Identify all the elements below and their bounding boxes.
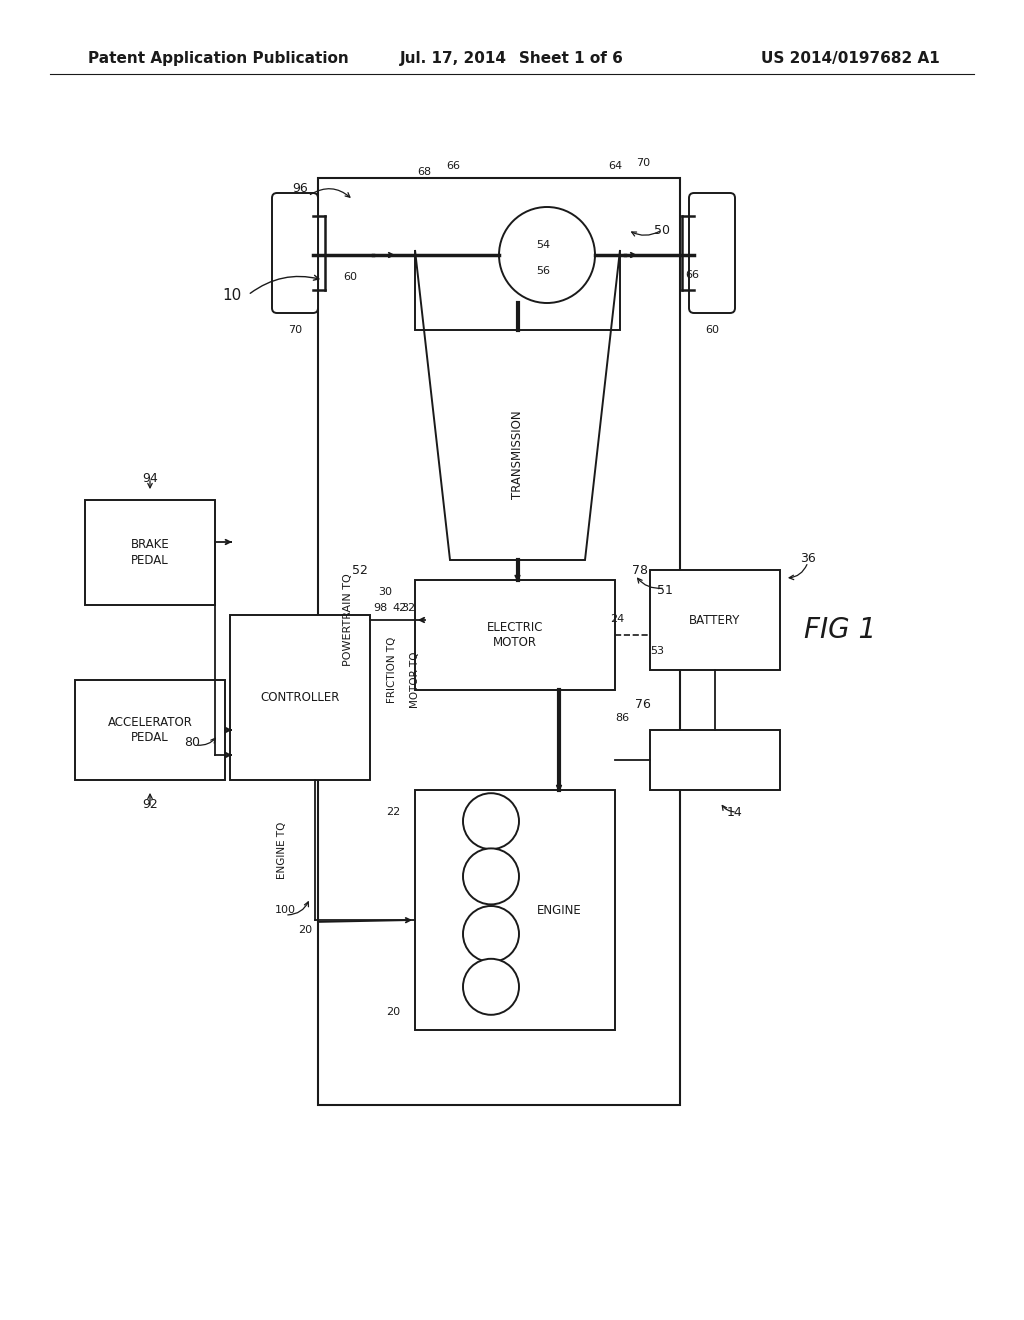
Text: 53: 53 — [650, 645, 665, 656]
Bar — [650, 730, 780, 789]
Text: 56: 56 — [536, 267, 550, 276]
Text: 70: 70 — [636, 158, 650, 168]
Text: 76: 76 — [635, 698, 651, 711]
FancyBboxPatch shape — [272, 193, 318, 313]
Text: 51: 51 — [657, 583, 673, 597]
Bar — [230, 615, 370, 780]
Text: BATTERY: BATTERY — [689, 614, 740, 627]
Text: 54: 54 — [536, 240, 550, 249]
Text: 92: 92 — [142, 799, 158, 812]
Circle shape — [499, 207, 595, 304]
Text: 42: 42 — [393, 603, 408, 612]
Circle shape — [463, 906, 519, 962]
Text: FRICTION TQ: FRICTION TQ — [387, 636, 397, 704]
Text: 98: 98 — [373, 603, 387, 612]
Text: 24: 24 — [610, 614, 625, 624]
Text: Patent Application Publication: Patent Application Publication — [88, 50, 349, 66]
Text: ACCELERATOR
PEDAL: ACCELERATOR PEDAL — [108, 715, 193, 744]
Text: BRAKE
PEDAL: BRAKE PEDAL — [131, 539, 169, 566]
Text: ELECTRIC
MOTOR: ELECTRIC MOTOR — [486, 620, 544, 649]
Text: CONTROLLER: CONTROLLER — [260, 690, 340, 704]
Text: 70: 70 — [288, 325, 302, 335]
Text: FIG 1: FIG 1 — [804, 616, 877, 644]
Text: 10: 10 — [222, 288, 242, 302]
Text: TRANSMISSION: TRANSMISSION — [511, 411, 524, 499]
Text: ENGINE: ENGINE — [537, 903, 582, 916]
Text: 86: 86 — [615, 713, 629, 723]
Text: 20: 20 — [298, 925, 312, 935]
Text: 66: 66 — [446, 161, 460, 172]
Text: ENGINE TQ: ENGINE TQ — [278, 821, 287, 879]
Text: 22: 22 — [386, 807, 400, 817]
Text: 96: 96 — [292, 181, 308, 194]
Text: 80: 80 — [184, 735, 200, 748]
Text: MOTOR TQ: MOTOR TQ — [410, 652, 420, 709]
Polygon shape — [415, 249, 620, 560]
Circle shape — [463, 849, 519, 904]
Text: 78: 78 — [632, 564, 648, 577]
Circle shape — [463, 793, 519, 849]
Bar — [650, 570, 780, 671]
Text: 52: 52 — [352, 564, 368, 577]
Text: 94: 94 — [142, 471, 158, 484]
Text: 50: 50 — [654, 223, 670, 236]
Text: 60: 60 — [343, 272, 357, 282]
Bar — [75, 680, 225, 780]
Text: 20: 20 — [386, 1007, 400, 1016]
Bar — [85, 500, 215, 605]
Text: 36: 36 — [800, 552, 816, 565]
Text: 68: 68 — [417, 168, 431, 177]
Bar — [415, 789, 615, 1030]
Text: 66: 66 — [685, 271, 699, 280]
Text: 30: 30 — [378, 587, 392, 597]
Text: US 2014/0197682 A1: US 2014/0197682 A1 — [761, 50, 940, 66]
Text: POWERTRAIN TQ: POWERTRAIN TQ — [343, 574, 353, 667]
Text: 60: 60 — [705, 325, 719, 335]
FancyBboxPatch shape — [689, 193, 735, 313]
Bar — [415, 579, 615, 690]
Circle shape — [463, 958, 519, 1015]
Text: 64: 64 — [608, 161, 622, 172]
Text: Jul. 17, 2014  Sheet 1 of 6: Jul. 17, 2014 Sheet 1 of 6 — [400, 50, 624, 66]
Text: 14: 14 — [727, 805, 742, 818]
Text: 32: 32 — [401, 603, 415, 612]
Bar — [318, 178, 680, 1105]
Text: 100: 100 — [274, 906, 296, 915]
